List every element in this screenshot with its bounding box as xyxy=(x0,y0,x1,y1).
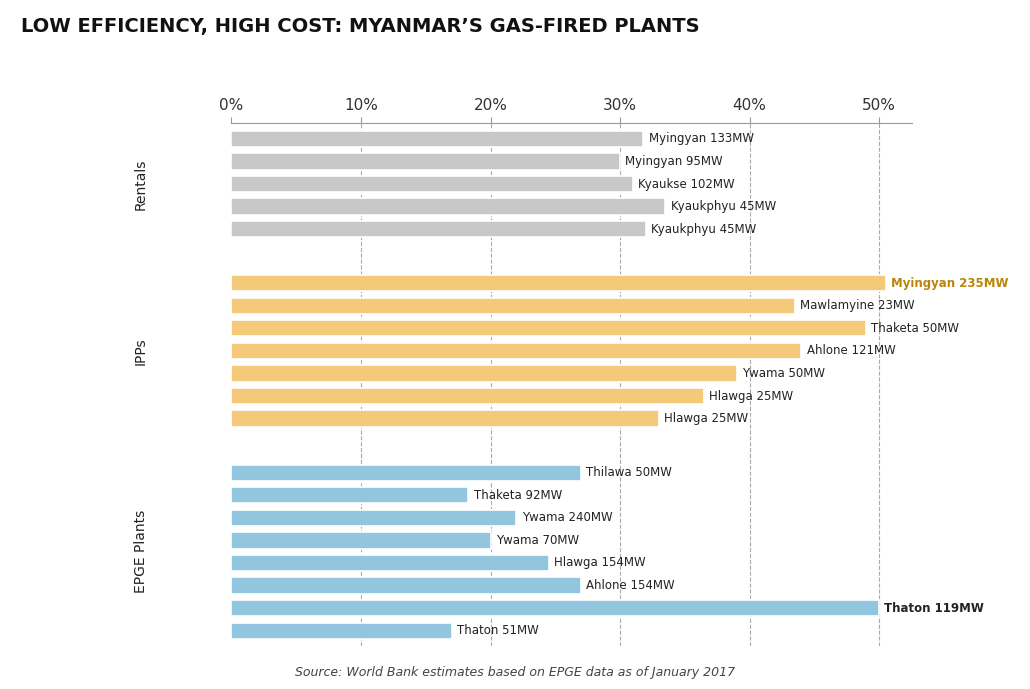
Bar xyxy=(232,487,469,504)
Bar xyxy=(232,577,581,594)
Text: Thaton 119MW: Thaton 119MW xyxy=(885,601,985,615)
Bar xyxy=(232,131,644,147)
Text: Thilawa 50MW: Thilawa 50MW xyxy=(586,466,673,480)
Bar xyxy=(232,388,705,404)
Text: Kyaukphyu 45MW: Kyaukphyu 45MW xyxy=(651,223,756,236)
Text: Myingyan 95MW: Myingyan 95MW xyxy=(625,155,723,168)
Text: Ywama 70MW: Ywama 70MW xyxy=(495,534,579,547)
Text: Hlawga 25MW: Hlawga 25MW xyxy=(710,389,793,402)
Bar xyxy=(232,533,490,548)
Bar xyxy=(232,343,801,359)
Text: Ywama 50MW: Ywama 50MW xyxy=(742,367,825,380)
Bar xyxy=(232,320,866,336)
Bar xyxy=(232,176,633,192)
Bar xyxy=(232,623,451,639)
Text: Myingyan 235MW: Myingyan 235MW xyxy=(891,277,1008,290)
Bar xyxy=(232,464,581,481)
Text: Thaton 51MW: Thaton 51MW xyxy=(457,624,539,637)
Bar xyxy=(232,600,880,616)
Text: Kyaukphyu 45MW: Kyaukphyu 45MW xyxy=(671,200,776,213)
Text: IPPs: IPPs xyxy=(134,337,147,364)
Bar xyxy=(232,411,659,426)
Text: Rentals: Rentals xyxy=(134,158,147,209)
Text: Kyaukse 102MW: Kyaukse 102MW xyxy=(639,178,734,190)
Text: Mawlamyine 23MW: Mawlamyine 23MW xyxy=(800,299,915,312)
Text: Hlawga 25MW: Hlawga 25MW xyxy=(664,412,748,425)
Bar xyxy=(232,510,516,526)
Text: Ywama 240MW: Ywama 240MW xyxy=(521,511,612,524)
Text: Ahlone 154MW: Ahlone 154MW xyxy=(586,579,675,592)
Text: Hlawga 154MW: Hlawga 154MW xyxy=(554,557,646,570)
Text: Thaketa 92MW: Thaketa 92MW xyxy=(474,489,562,502)
Text: Ahlone 121MW: Ahlone 121MW xyxy=(806,344,895,358)
Text: Myingyan 133MW: Myingyan 133MW xyxy=(649,132,754,145)
Text: LOW EFFICIENCY, HIGH COST: MYANMAR’S GAS-FIRED PLANTS: LOW EFFICIENCY, HIGH COST: MYANMAR’S GAS… xyxy=(21,17,699,37)
Text: Thaketa 50MW: Thaketa 50MW xyxy=(871,322,959,335)
Bar xyxy=(232,154,620,169)
Bar xyxy=(232,365,736,382)
Bar xyxy=(232,275,886,291)
Text: EPGE Plants: EPGE Plants xyxy=(134,510,147,593)
Bar xyxy=(232,298,795,314)
Bar xyxy=(232,198,665,215)
Text: Source: World Bank estimates based on EPGE data as of January 2017: Source: World Bank estimates based on EP… xyxy=(295,666,735,679)
Bar xyxy=(232,555,549,571)
Bar xyxy=(232,221,646,237)
